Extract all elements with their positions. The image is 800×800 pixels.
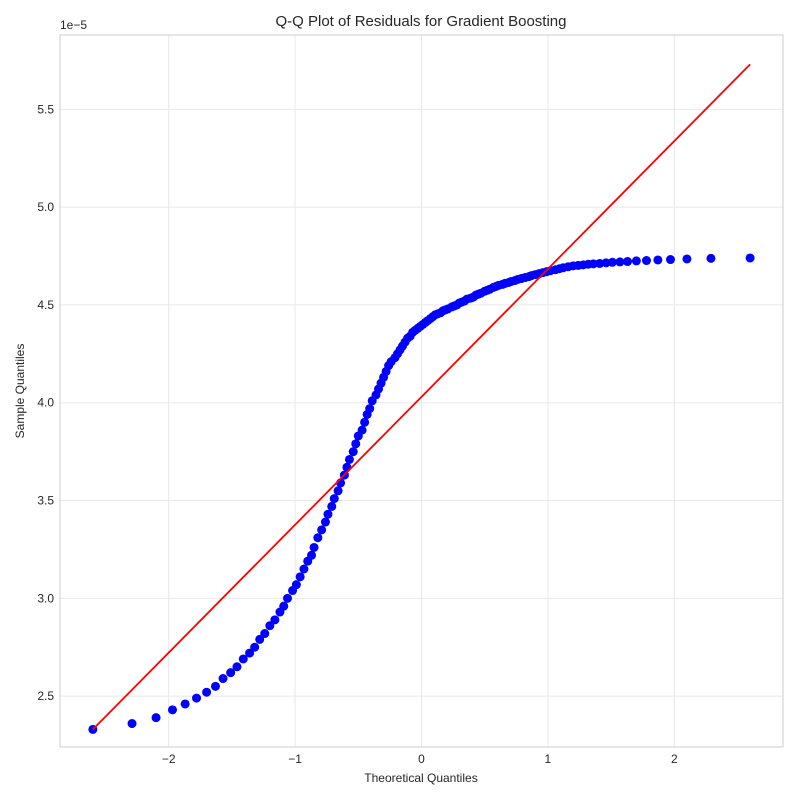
data-point xyxy=(351,439,361,449)
data-point xyxy=(226,668,236,678)
data-point xyxy=(357,425,367,435)
data-point xyxy=(255,634,265,644)
data-point xyxy=(279,601,289,611)
data-points xyxy=(88,253,755,734)
data-point xyxy=(320,517,330,527)
y-tick-label: 5.5 xyxy=(37,102,54,116)
data-point xyxy=(283,593,293,603)
data-point xyxy=(245,648,255,658)
data-point xyxy=(309,542,319,552)
x-tick-label: 0 xyxy=(418,752,425,766)
data-point xyxy=(342,462,352,472)
data-point xyxy=(291,580,301,590)
data-point xyxy=(623,257,633,267)
x-tick-label: 1 xyxy=(545,752,552,766)
y-tick-label: 2.5 xyxy=(37,689,54,703)
data-point xyxy=(360,417,370,427)
data-point xyxy=(682,254,692,264)
data-point xyxy=(607,257,617,267)
data-point xyxy=(631,256,641,266)
data-point xyxy=(167,705,177,715)
data-point xyxy=(299,564,309,574)
grid xyxy=(60,35,783,747)
data-point xyxy=(250,642,260,652)
data-point xyxy=(218,674,228,684)
data-point xyxy=(232,662,242,672)
data-point xyxy=(192,693,202,703)
data-point xyxy=(653,255,663,265)
y-offset-label: 1e−5 xyxy=(60,18,87,32)
data-point xyxy=(365,404,375,414)
data-point xyxy=(238,654,248,664)
data-point xyxy=(745,253,755,263)
data-point xyxy=(265,621,275,631)
y-tick-label: 4.0 xyxy=(37,396,54,410)
data-point xyxy=(317,525,327,535)
data-point xyxy=(666,255,676,265)
data-point xyxy=(270,615,280,625)
data-point xyxy=(348,447,358,457)
data-point xyxy=(323,509,333,519)
data-point xyxy=(344,454,354,464)
data-point xyxy=(202,687,212,697)
x-tick-labels: −2 −1 0 1 2 xyxy=(162,752,678,766)
data-point xyxy=(706,253,716,263)
data-point xyxy=(329,494,339,504)
y-tick-label: 3.5 xyxy=(37,494,54,508)
data-point xyxy=(127,719,137,729)
y-tick-label: 4.5 xyxy=(37,298,54,312)
x-tick-label: 2 xyxy=(671,752,678,766)
x-axis-label: Theoretical Quantiles xyxy=(364,771,477,785)
data-point xyxy=(307,550,317,560)
chart-title: Q-Q Plot of Residuals for Gradient Boost… xyxy=(276,13,567,30)
data-point xyxy=(641,256,651,266)
y-tick-label: 5.0 xyxy=(37,200,54,214)
x-tick-label: −1 xyxy=(288,752,302,766)
y-tick-label: 3.0 xyxy=(37,591,54,605)
reference-line xyxy=(92,63,751,731)
x-tick-label: −2 xyxy=(162,752,176,766)
data-point xyxy=(327,501,337,511)
plot-frame xyxy=(59,34,784,748)
data-point xyxy=(333,486,343,496)
data-point xyxy=(151,713,161,723)
data-point xyxy=(260,629,270,639)
data-point xyxy=(295,572,305,582)
y-axis-label: Sample Quantiles xyxy=(13,344,27,439)
data-point xyxy=(615,257,625,267)
data-point xyxy=(180,699,190,709)
data-point xyxy=(313,533,323,543)
y-tick-labels: 2.5 3.0 3.5 4.0 4.5 5.0 5.5 xyxy=(37,102,54,703)
data-point xyxy=(210,681,220,691)
